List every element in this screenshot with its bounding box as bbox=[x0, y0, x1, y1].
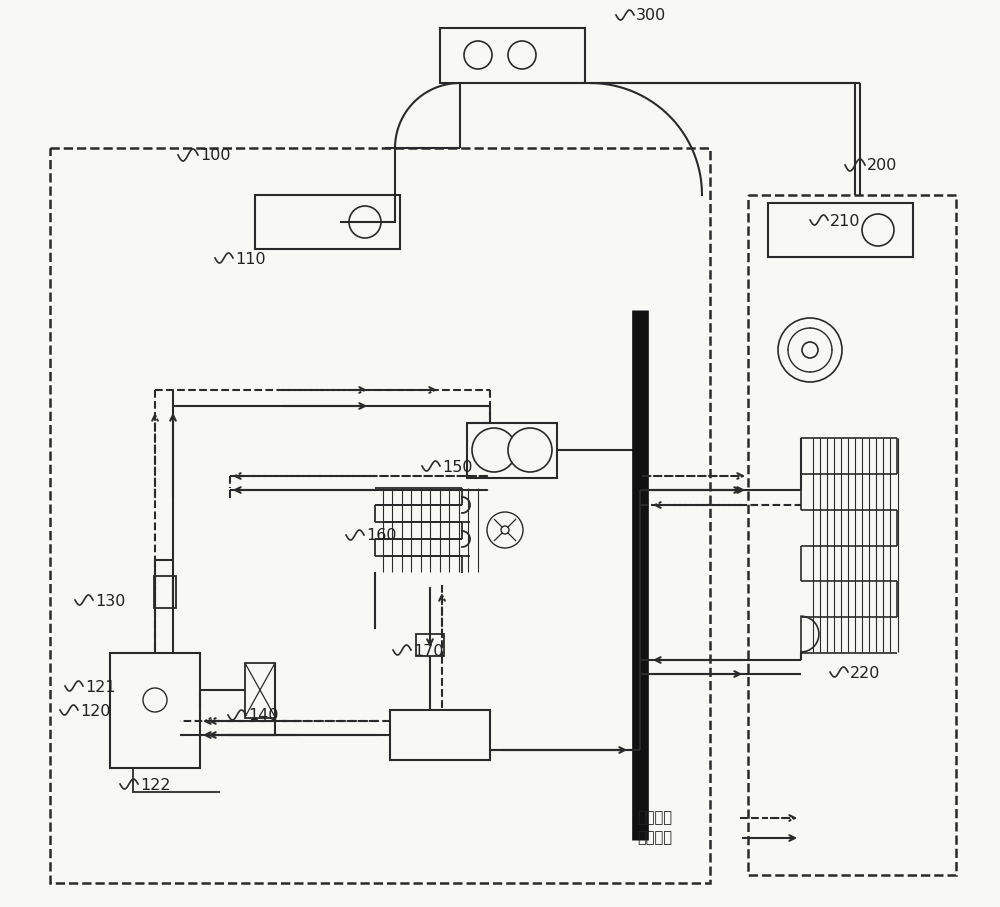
Bar bbox=[245, 663, 275, 718]
Text: 120: 120 bbox=[80, 704, 110, 718]
Bar bbox=[440, 28, 585, 83]
Bar bbox=[255, 195, 400, 249]
Bar bbox=[390, 710, 490, 760]
Text: 121: 121 bbox=[85, 679, 116, 695]
Text: 160: 160 bbox=[366, 529, 396, 543]
Text: 220: 220 bbox=[850, 666, 880, 680]
Text: 130: 130 bbox=[95, 593, 125, 609]
Bar bbox=[110, 653, 200, 768]
Circle shape bbox=[508, 428, 552, 472]
Text: 制热回路: 制热回路 bbox=[637, 811, 672, 825]
Text: 140: 140 bbox=[248, 708, 278, 724]
Text: 150: 150 bbox=[442, 460, 473, 474]
Bar bbox=[467, 423, 557, 478]
Text: 122: 122 bbox=[140, 777, 170, 793]
Text: 210: 210 bbox=[830, 213, 860, 229]
Text: 200: 200 bbox=[867, 159, 897, 173]
Text: 170: 170 bbox=[413, 643, 444, 658]
Text: 110: 110 bbox=[235, 251, 266, 267]
Bar bbox=[50, 148, 710, 883]
Bar bbox=[416, 634, 444, 656]
Text: 制冷回路: 制冷回路 bbox=[637, 831, 672, 845]
Bar bbox=[768, 203, 913, 257]
Text: 300: 300 bbox=[636, 8, 666, 24]
Circle shape bbox=[472, 428, 516, 472]
Bar bbox=[154, 576, 176, 608]
Bar bbox=[748, 195, 956, 875]
Text: 100: 100 bbox=[200, 149, 230, 163]
